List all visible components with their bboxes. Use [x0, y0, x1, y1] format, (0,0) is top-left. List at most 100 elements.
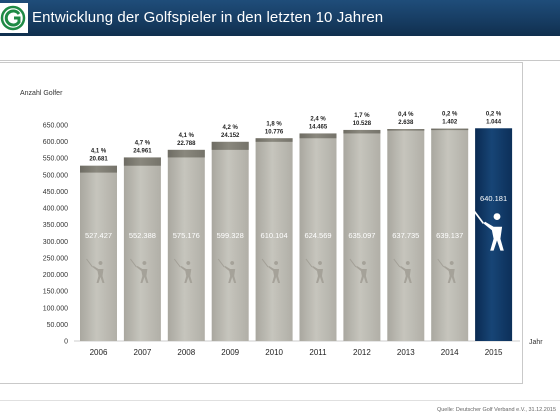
y-tick-label: 50.000 [47, 322, 69, 329]
bar-group: 599.328 4,2 % 24.152 [211, 125, 249, 341]
y-tick-label: 400.000 [43, 206, 68, 213]
growth-abs-label: 1.044 [486, 119, 502, 125]
bar-growth-segment [387, 129, 425, 131]
bar-value-label: 640.181 [480, 194, 507, 203]
growth-abs-label: 24.961 [133, 148, 152, 154]
y-axis-label: Anzahl Golfer [20, 90, 63, 97]
growth-abs-label: 20.681 [89, 157, 108, 163]
x-tick-label: 2011 [309, 348, 327, 357]
x-tick-label: 2008 [177, 348, 195, 357]
bar-chart: Anzahl Golfer Jahr 650.000 600.000 550.000… [20, 90, 543, 357]
growth-percent-label: 4,7 % [135, 140, 151, 146]
x-tick-label: 2007 [134, 348, 152, 357]
growth-abs-label: 22.788 [177, 141, 196, 147]
bar-group: 639.137 0,2 % 1.402 [431, 112, 469, 341]
divider [0, 60, 560, 61]
bar-growth-segment [343, 129, 381, 134]
bar-value-label: 610.104 [261, 231, 288, 240]
bar [299, 133, 337, 341]
growth-percent-label: 0,2 % [442, 112, 458, 118]
growth-abs-label: 14.465 [309, 124, 328, 130]
bar-growth-segment [431, 128, 469, 131]
y-tick-label: 150.000 [43, 289, 68, 296]
bar [343, 129, 381, 341]
x-tick-label: 2013 [397, 348, 415, 357]
y-tick-label: 300.000 [43, 239, 68, 246]
bar-growth-segment [211, 141, 249, 150]
x-tick-label: 2012 [353, 348, 371, 357]
bar-value-label: 599.328 [217, 231, 244, 240]
bar-growth-segment [299, 133, 337, 139]
bar [80, 165, 117, 341]
growth-percent-label: 0,4 % [398, 112, 414, 118]
bar-value-label: 552.388 [129, 231, 156, 240]
y-tick-label: 600.000 [43, 139, 68, 146]
bar-growth-segment [80, 165, 117, 173]
bar-value-label: 624.569 [304, 231, 331, 240]
golfer-icon [261, 258, 281, 283]
golfer-icon [305, 258, 324, 283]
golf-association-logo [0, 3, 28, 33]
y-tick-label: 450.000 [43, 189, 68, 196]
bar-group: 624.569 2,4 % 14.465 [299, 116, 337, 341]
bar-value-label: 635.097 [348, 231, 375, 240]
bar-group: 637.735 0,4 % 2.638 [387, 112, 425, 341]
golfer-icon [217, 258, 237, 283]
bar [123, 157, 161, 341]
bar [211, 141, 249, 341]
growth-abs-label: 1.402 [442, 120, 458, 126]
growth-abs-label: 10.528 [353, 121, 372, 127]
growth-percent-label: 1,7 % [354, 113, 370, 119]
bar-group: 635.097 1,7 % 10.528 [343, 113, 381, 341]
bar [255, 138, 293, 341]
y-tick-label: 550.000 [43, 156, 68, 163]
y-tick-label: 650.000 [43, 123, 68, 130]
golfer-icon [472, 209, 504, 251]
bar-value-label: 637.735 [392, 231, 419, 240]
bar [431, 128, 469, 341]
x-tick-label: 2015 [485, 348, 503, 357]
growth-percent-label: 4,1 % [179, 133, 195, 139]
growth-percent-label: 4,1 % [91, 149, 107, 155]
growth-percent-label: 2,4 % [310, 116, 326, 122]
bar-value-label: 639.137 [436, 231, 463, 240]
page-title: Entwicklung der Golfspieler in den letzt… [32, 9, 384, 26]
bar-value-label: 527.427 [85, 231, 112, 240]
bar [167, 149, 205, 341]
golfer-icon [437, 258, 456, 283]
growth-abs-label: 24.152 [221, 133, 240, 139]
bar-group: 527.427 4,1 % 20.681 [80, 149, 117, 341]
x-tick-label: 2009 [221, 348, 239, 357]
bar [387, 129, 425, 341]
bar-group: 575.176 4,1 % 22.788 [167, 133, 205, 341]
y-tick-label: 200.000 [43, 272, 68, 279]
golfer-icon [86, 258, 105, 283]
x-axis-label: Jahr [529, 339, 543, 346]
golfer-icon [349, 258, 368, 283]
y-tick-label: 500.000 [43, 172, 68, 179]
x-tick-label: 2014 [441, 348, 459, 357]
growth-abs-label: 2.638 [398, 120, 414, 126]
growth-percent-label: 1,8 % [266, 121, 282, 127]
header-bar: Entwicklung der Golfspieler in den letzt… [0, 0, 560, 36]
x-tick-label: 2006 [90, 348, 108, 357]
y-tick-label: 100.000 [43, 305, 68, 312]
x-tick-label: 2010 [265, 348, 283, 357]
bar-group: 610.104 1,8 % 10.776 [255, 121, 293, 341]
bar-group: 640.181 0,2 % 1.044 [472, 111, 513, 341]
y-tick-label: 0 [64, 339, 68, 346]
bar-growth-segment [123, 157, 161, 166]
source-note: Quelle: Deutscher Golf Verband e.V., 31.… [436, 407, 556, 413]
y-tick-label: 250.000 [43, 255, 68, 262]
golfer-icon [393, 258, 412, 283]
growth-percent-label: 0,2 % [486, 111, 502, 117]
y-tick-label: 350.000 [43, 222, 68, 229]
growth-abs-label: 10.776 [265, 129, 284, 135]
bar-growth-segment [255, 138, 293, 142]
growth-percent-label: 4,2 % [223, 125, 239, 131]
bar-group: 552.388 4,7 % 24.961 [123, 140, 161, 341]
golfer-icon [129, 258, 149, 283]
bar-value-label: 575.176 [173, 231, 200, 240]
bar-growth-segment [167, 149, 205, 158]
footer-divider [0, 400, 560, 401]
